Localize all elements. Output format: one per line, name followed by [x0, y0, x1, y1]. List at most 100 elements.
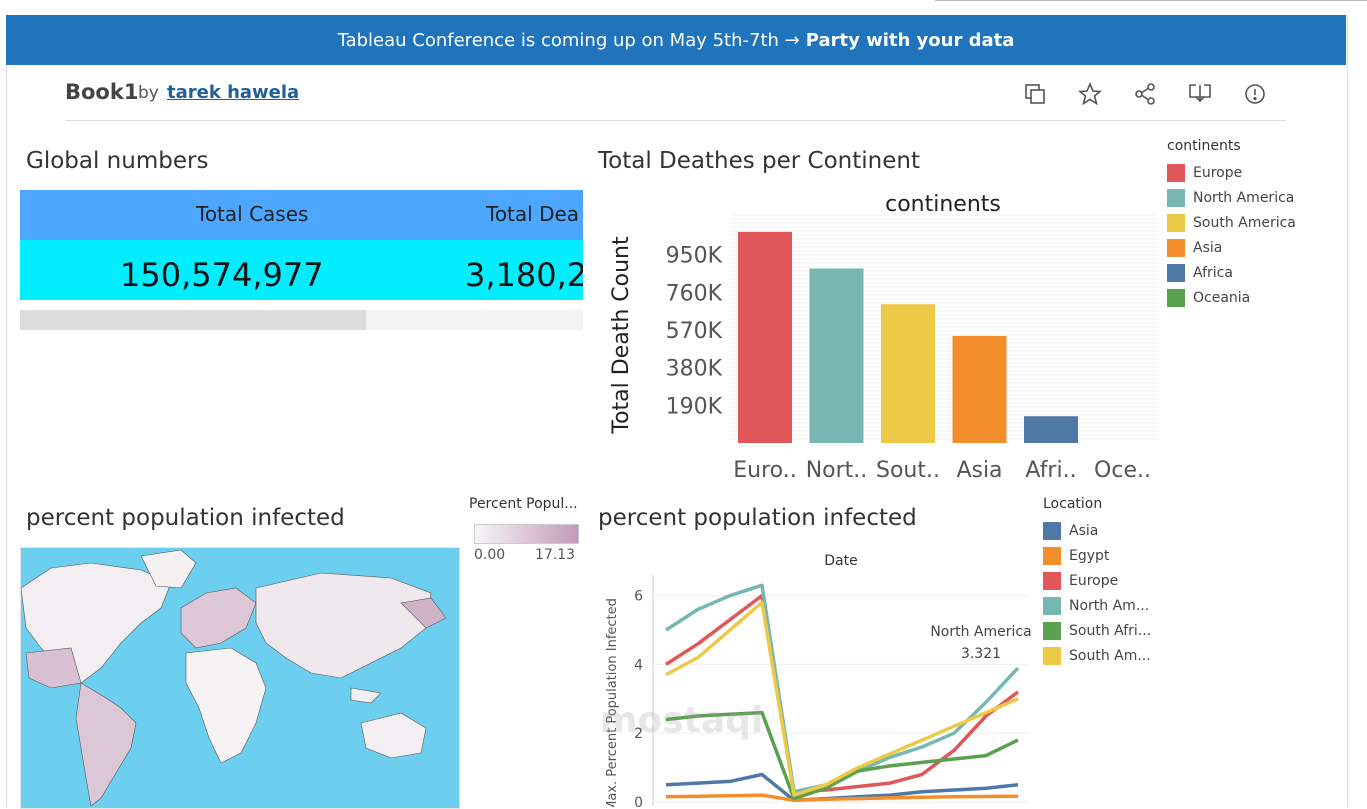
info-icon[interactable]: [1241, 80, 1268, 107]
bar-europe: [738, 231, 792, 443]
banner-link[interactable]: Party with your data: [805, 29, 1015, 51]
legend-swatch: [1167, 263, 1185, 282]
viz-frame: [6, 15, 1348, 807]
y-axis-label: Total Death Count: [609, 236, 634, 435]
location-legend: Location Asia Egypt Europe North Am... South…: [1043, 496, 1151, 668]
series-line-europe: [665, 593, 1020, 794]
deaths-bar-chart[interactable]: continents Total Death Count 190K 380K 570K 7…: [598, 185, 1163, 485]
legend-item-location[interactable]: South Am...: [1043, 643, 1151, 668]
world-map-shapes: [21, 549, 447, 807]
x-tick-label: Nort..: [806, 458, 868, 483]
legend-swatch: [1043, 646, 1061, 665]
legend-item-location[interactable]: South Afri...: [1043, 618, 1151, 643]
bar-north-america: [809, 268, 864, 443]
annotation-label: North America: [930, 624, 1031, 640]
x-tick-label: Euro..: [733, 458, 796, 483]
y-tick-label: 760K: [666, 281, 723, 306]
total-cases-header: Total Cases: [196, 202, 309, 226]
legend-label: Oceania: [1193, 289, 1251, 306]
scrollbar-thumb[interactable]: [20, 310, 366, 330]
location-legend-title: Location: [1043, 496, 1103, 512]
series-line-south-america: [665, 600, 1019, 797]
legend-swatch: [1043, 596, 1061, 615]
y-tick-label: 190K: [666, 394, 723, 419]
y-tick-label: 570K: [666, 319, 723, 344]
bar-africa: [1024, 416, 1078, 443]
author-link[interactable]: tarek hawela: [167, 82, 300, 103]
map-title: percent population infected: [26, 505, 345, 531]
legend-label: North Am...: [1069, 597, 1150, 614]
y-tick-label: 0: [634, 795, 643, 807]
kpi-value-row: [20, 240, 583, 300]
map-color-gradient: [474, 524, 579, 544]
y-tick-label: 6: [634, 589, 643, 605]
legend-swatch: [1167, 238, 1185, 257]
legend-item-oceania[interactable]: Oceania: [1167, 285, 1296, 310]
legend-label: Asia: [1193, 239, 1223, 256]
legend-label: North America: [1193, 189, 1295, 206]
banner-text: Tableau Conference is coming up on May 5…: [337, 29, 800, 51]
total-cases-value: 150,574,977: [120, 256, 324, 294]
total-deaths-header: Total Dea: [486, 202, 580, 226]
global-numbers-title: Global numbers: [26, 148, 209, 174]
promo-banner[interactable]: Tableau Conference is coming up on May 5…: [6, 15, 1346, 65]
map-legend-min: 0.00: [474, 547, 506, 563]
legend-swatch: [1043, 521, 1061, 540]
share-icon[interactable]: [1131, 80, 1158, 107]
x-tick-label: Asia: [956, 458, 1002, 483]
legend-label: Egypt: [1069, 547, 1110, 564]
world-map[interactable]: [20, 547, 460, 809]
series-line-north-america: [665, 583, 1020, 794]
legend-swatch: [1167, 163, 1185, 182]
download-icon[interactable]: [1186, 80, 1213, 107]
legend-item-africa[interactable]: Africa: [1167, 260, 1296, 285]
infection-line-chart[interactable]: Date Max. Percent Population Infected 0 2 4 6…: [598, 545, 1038, 807]
x-tick-label: Afri..: [1025, 458, 1076, 483]
star-icon[interactable]: [1076, 80, 1103, 107]
legend-swatch: [1043, 546, 1061, 565]
legend-label: Asia: [1069, 522, 1099, 539]
horizontal-scrollbar[interactable]: [20, 310, 583, 330]
legend-swatch: [1167, 213, 1185, 232]
y-tick-label: 950K: [666, 244, 723, 269]
legend-label: South Afri...: [1069, 622, 1152, 639]
series-line-south-africa: [665, 710, 1019, 801]
y-tick-label: 2: [634, 726, 643, 742]
legend-swatch: [1167, 188, 1185, 207]
series-line-egypt: [665, 793, 1019, 803]
by-label: by: [138, 83, 159, 103]
legend-item-location[interactable]: Egypt: [1043, 543, 1151, 568]
legend-item-europe[interactable]: Europe: [1167, 160, 1296, 185]
legend-item-location[interactable]: Asia: [1043, 518, 1151, 543]
legend-swatch: [1043, 621, 1061, 640]
x-tick-label: Oce..: [1094, 458, 1151, 483]
line-chart-title: percent population infected: [598, 505, 917, 531]
line-chart-axis-title: Date: [824, 553, 857, 569]
toolbar: [1021, 80, 1268, 107]
deaths-chart-title: Total Deathes per Continent: [598, 148, 920, 174]
workbook-header: Book1 by tarek hawela: [65, 74, 1286, 121]
legend-item-south-america[interactable]: South America: [1167, 210, 1296, 235]
legend-item-asia[interactable]: Asia: [1167, 235, 1296, 260]
bar-asia: [952, 335, 1007, 443]
legend-item-north-america[interactable]: North America: [1167, 185, 1296, 210]
chart-title: continents: [885, 192, 1001, 217]
legend-label: South Am...: [1069, 647, 1151, 664]
map-legend-title: Percent Popul...: [469, 496, 578, 512]
legend-label: Europe: [1193, 164, 1243, 181]
total-deaths-value: 3,180,2: [465, 256, 583, 294]
y-tick-label: 4: [634, 657, 643, 673]
legend-swatch: [1043, 571, 1061, 590]
top-edge-line: [935, 0, 1367, 1]
legend-item-location[interactable]: North Am...: [1043, 593, 1151, 618]
y-tick-label: 380K: [666, 357, 723, 382]
legend-label: South America: [1193, 214, 1296, 231]
map-legend-max: 17.13: [535, 547, 576, 563]
copy-icon[interactable]: [1021, 80, 1048, 107]
continents-legend: continents Europe North America South Amer…: [1167, 138, 1296, 310]
bar-south-america: [881, 304, 935, 443]
annotation-value: 3.321: [961, 646, 1001, 662]
legend-label: Europe: [1069, 572, 1119, 589]
legend-item-location[interactable]: Europe: [1043, 568, 1151, 593]
global-numbers-table: Total Cases Total Dea 150,574,977 3,180,…: [20, 190, 583, 330]
